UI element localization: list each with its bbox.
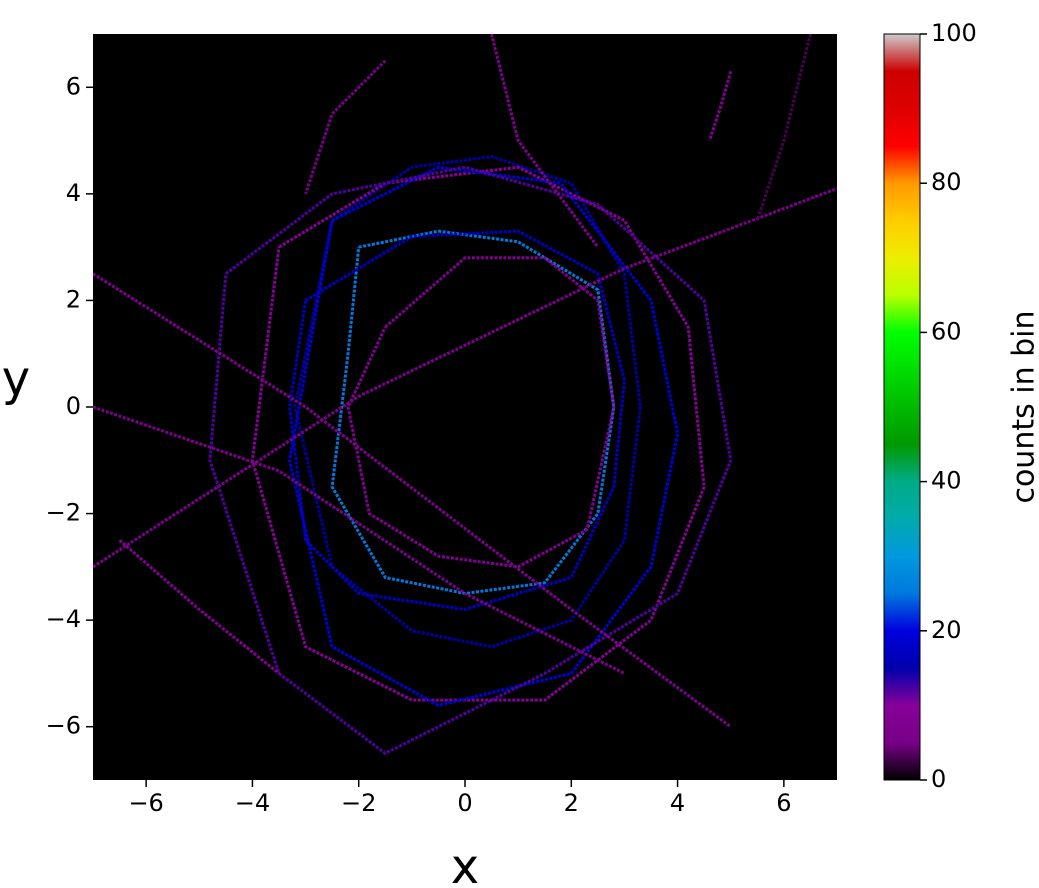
x-axis-label: x [451,839,479,888]
track [208,165,733,755]
plot-area [93,34,837,780]
colorbar [883,33,921,781]
x-tick-label: 4 [670,789,685,817]
y-tick-label: 4 [66,179,81,207]
colorbar-tick-label: 100 [931,19,977,47]
y-tick-label: −6 [46,712,81,740]
track [288,165,680,707]
track [250,165,706,702]
x-tick-label: 2 [564,789,579,817]
x-tick-label: −4 [235,789,270,817]
colorbar-tick-label: 0 [931,765,946,793]
track [118,539,280,675]
colorbar-tick-label: 40 [931,467,962,495]
track [346,256,616,569]
colorbar-label: counts in bin [1007,310,1039,503]
y-axis-label: y [2,351,30,407]
track [490,34,600,249]
y-tick-label: 6 [66,72,81,100]
track [755,34,812,221]
y-tick-label: −4 [46,605,81,633]
track [304,59,387,195]
y-tick-label: −2 [46,499,81,527]
x-tick-label: −2 [341,789,376,817]
colorbar-tick-label: 60 [931,317,962,345]
x-tick-label: 6 [776,789,791,817]
track [93,187,837,569]
y-tick-label: 2 [66,285,81,313]
track [330,229,616,595]
colorbar-tick-label: 20 [931,616,962,644]
x-tick-label: −6 [128,789,163,817]
y-tick-label: 0 [66,392,81,420]
track [93,405,626,675]
x-tick-label: 0 [457,789,472,817]
colorbar-tick-label: 80 [931,168,962,196]
track [288,229,626,611]
track [708,70,733,142]
